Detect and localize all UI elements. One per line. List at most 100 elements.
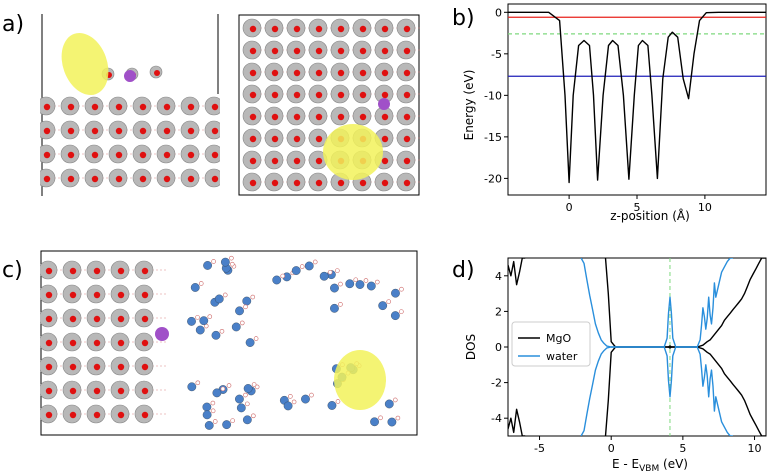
water-oxygen-atom <box>304 261 314 271</box>
o-atom <box>43 103 51 111</box>
water-hydrogen-atom <box>195 315 200 320</box>
o-atom <box>315 113 323 121</box>
water-oxygen-atom <box>245 338 255 347</box>
o-atom <box>69 387 77 395</box>
o-atom <box>337 25 345 33</box>
o-atom <box>381 179 389 187</box>
o-atom <box>141 387 149 395</box>
frame-rect <box>238 14 420 196</box>
o-atom <box>381 157 389 165</box>
o-atom <box>249 135 257 143</box>
o-atom <box>139 175 147 183</box>
energy-profile-chart: Energy (eV) z-position (Å) 0 5 10 0 -5 -10 -15… <box>462 3 767 223</box>
chart-d-xlabel-sub: VBM <box>639 464 659 474</box>
o-atom <box>403 135 411 143</box>
chart-d-xlabel-unit: (eV) <box>659 457 688 471</box>
water-oxygen-atom <box>319 271 329 281</box>
o-atom <box>293 113 301 121</box>
o-atom <box>211 127 219 135</box>
water-oxygen-atom <box>199 316 209 326</box>
water-hydrogen-atom <box>212 419 218 424</box>
water-oxygen-atom <box>330 303 339 313</box>
water-hydrogen-atom <box>299 264 305 269</box>
o-atom <box>315 179 323 187</box>
water-hydrogen-atom <box>374 279 380 285</box>
chart-d-y-tick-label: -2 <box>491 377 502 390</box>
water-hydrogen-atom <box>288 394 293 399</box>
chart-b-y-tick-label: -20 <box>484 172 502 185</box>
chart-b-ylabel: Energy (eV) <box>462 70 476 141</box>
o-atom <box>43 175 51 183</box>
water-hydrogen-atom <box>378 415 383 421</box>
o-atom <box>249 113 257 121</box>
water-hydrogen-atom <box>280 273 286 279</box>
water-hydrogen-atom <box>309 392 314 398</box>
water-hydrogen-atom <box>239 320 245 326</box>
structure-render-top-view <box>238 14 420 196</box>
water-hydrogen-atom <box>230 418 235 423</box>
legend-label-mgo: MgO <box>546 332 571 345</box>
legend-box <box>511 321 591 367</box>
chart-b-series-potential <box>508 11 766 184</box>
o-atom <box>187 127 195 135</box>
o-atom <box>45 315 53 323</box>
o-atom <box>337 69 345 77</box>
water-oxygen-atom <box>370 417 379 427</box>
water-hydrogen-atom <box>210 408 216 414</box>
water-oxygen-atom <box>202 402 212 412</box>
chart-d-series-mgo <box>508 408 526 436</box>
o-atom <box>381 25 389 33</box>
water-oxygen-atom <box>330 283 339 293</box>
o-atom <box>139 103 147 111</box>
o-atom <box>93 387 101 395</box>
water-oxygen-atom <box>211 330 221 340</box>
o-atom <box>117 315 125 323</box>
panel-label-d: d) <box>452 258 475 283</box>
legend-label-water: water <box>546 350 578 363</box>
o-atom <box>117 411 125 419</box>
water-hydrogen-atom <box>392 397 398 403</box>
o-atom <box>139 151 147 159</box>
o-atom <box>93 411 101 419</box>
o-atom <box>163 151 171 159</box>
o-atom <box>115 127 123 135</box>
chart-d-x-tick-label: 10 <box>748 442 762 455</box>
o-atom <box>67 175 75 183</box>
water-hydrogen-atom <box>312 259 318 265</box>
o-atom <box>187 151 195 159</box>
o-atom <box>163 175 171 183</box>
water-oxygen-atom <box>222 420 232 430</box>
o-atom <box>69 291 77 299</box>
water-hydrogen-atom <box>210 400 216 406</box>
o-atom <box>117 291 125 299</box>
o-atom <box>93 291 101 299</box>
o-atom <box>381 47 389 55</box>
structure-render-side-view <box>40 14 220 196</box>
water-oxygen-atom <box>203 261 212 270</box>
o-atom <box>315 25 323 33</box>
o-atom <box>337 47 345 55</box>
o-atom <box>93 363 101 371</box>
o-atom <box>117 267 125 275</box>
water-hydrogen-atom <box>229 255 234 261</box>
o-atom <box>271 91 279 99</box>
o-atom <box>271 69 279 77</box>
water-oxygen-atom <box>214 294 224 304</box>
dopant-atom <box>155 327 169 341</box>
water-hydrogen-atom <box>363 278 369 283</box>
water-hydrogen-atom <box>250 294 256 300</box>
o-atom <box>359 91 367 99</box>
o-atom <box>141 315 149 323</box>
o-atom <box>315 135 323 143</box>
water-oxygen-atom <box>204 421 214 430</box>
o-atom <box>293 25 301 33</box>
o-atom <box>359 113 367 121</box>
o-atom <box>69 411 77 419</box>
water-oxygen-atom <box>212 388 222 398</box>
water-oxygen-atom <box>231 322 241 332</box>
water-hydrogen-atom <box>353 277 359 283</box>
o-atom <box>403 25 411 33</box>
o-atom <box>249 25 257 33</box>
chart-d-series-group <box>508 258 766 436</box>
o-atom <box>403 179 411 187</box>
